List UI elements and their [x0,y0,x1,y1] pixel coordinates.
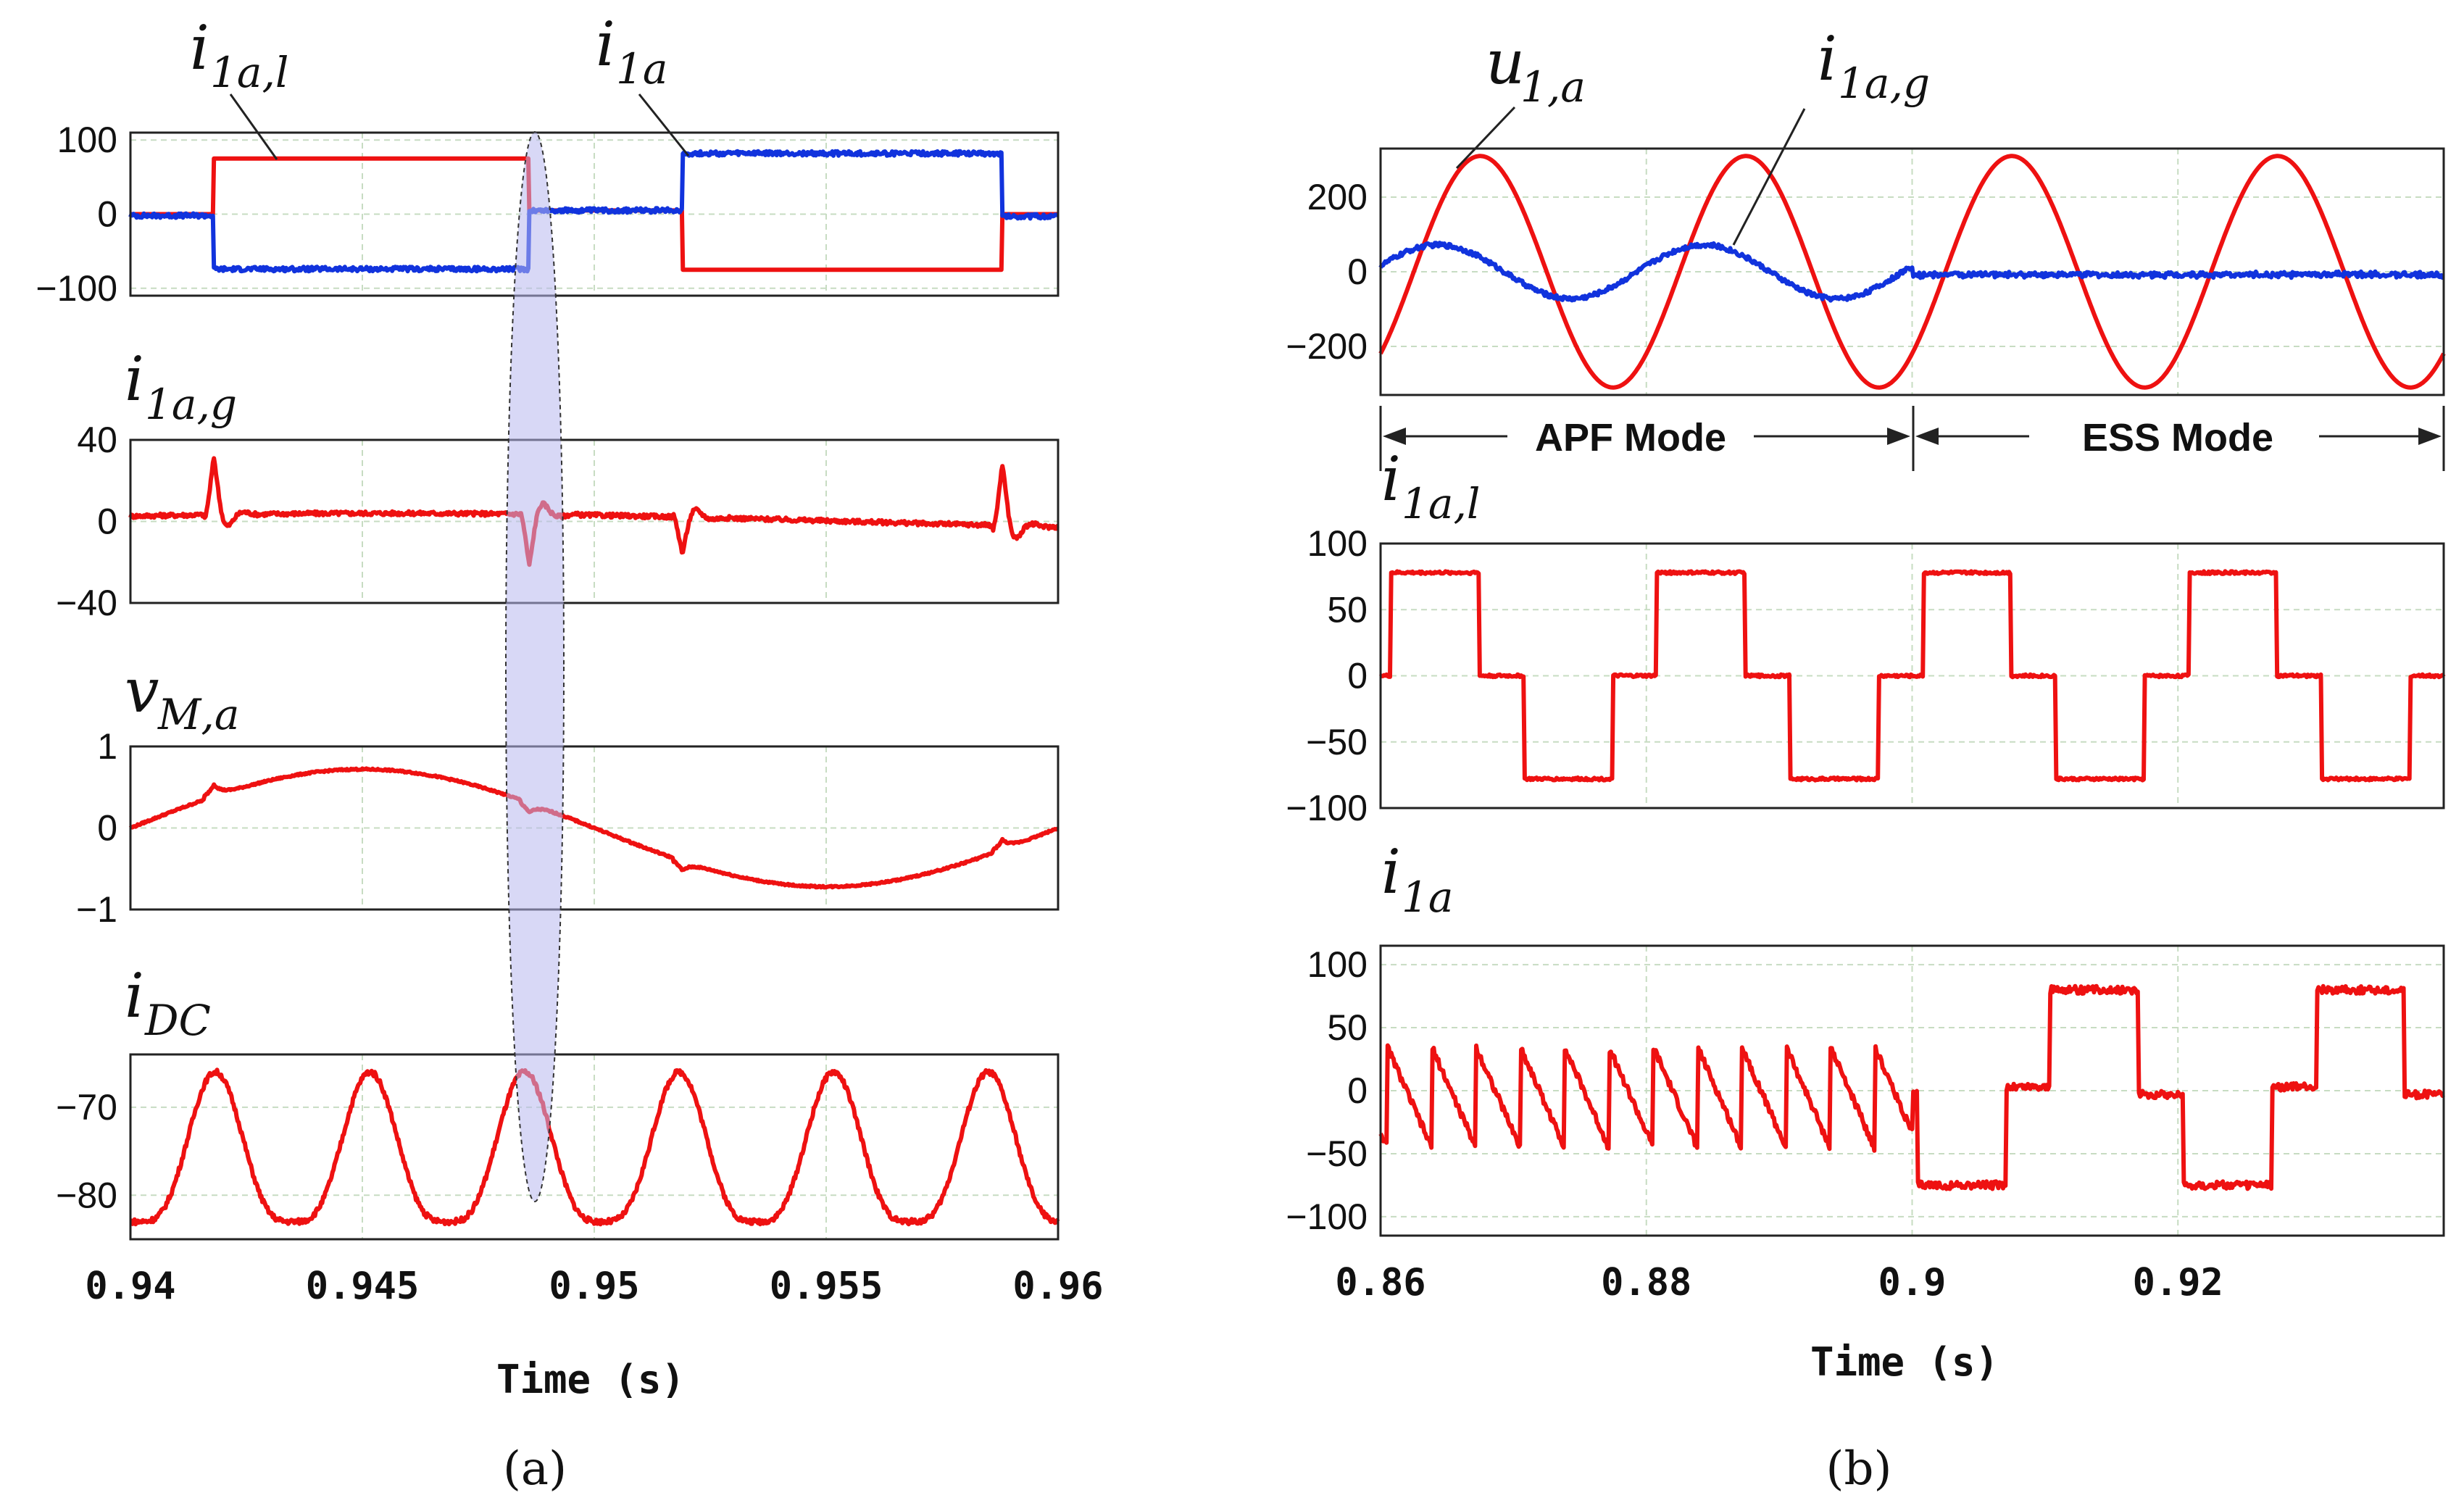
x-tick-label: 0.945 [306,1265,420,1308]
x-tick-label: 0.94 [85,1265,175,1308]
y-tick-label: 100 [1307,523,1368,564]
y-tick-label: −50 [1306,722,1368,762]
x-tick-label: 0.95 [549,1265,639,1308]
plot-vMa: 1 0 −1 [76,726,1058,930]
x-tick-label: 0.96 [1012,1265,1103,1308]
label-i1a-l-main: i [190,12,209,83]
label-a3: v M,a [125,655,239,739]
y-tick-label: −100 [1286,1196,1368,1237]
highlight-ellipse [506,132,564,1202]
label-b2-sub: 1a,l [1402,479,1480,528]
y-tick-label: 50 [1327,589,1368,630]
x-tick-label: 0.9 [1878,1261,1947,1304]
y-tick-label: −50 [1306,1133,1368,1174]
mode-apf-label: APF Mode [1535,416,1726,459]
y-tick-label: 0 [1347,1070,1368,1111]
mode-bar: APF Mode ESS Mode [1381,406,2444,471]
x-tick-label: 0.92 [2133,1261,2223,1304]
label-a3-sub: M,a [157,690,239,739]
series-line-i1a [1381,986,2444,1189]
label-a1-top: i 1a,l [190,12,288,159]
label-i1ag-main: i [1818,23,1837,94]
label-i1a-sub: 1a [616,44,667,93]
y-tick-label: 200 [1307,177,1368,217]
y-tick-label: −100 [36,268,117,309]
y-tick-label: 0 [1347,656,1368,696]
label-i1a-main: i [596,9,615,80]
label-a4-main: i [125,960,144,1031]
y-tick-label: −80 [56,1175,117,1215]
x-tick-label: 0.88 [1601,1261,1691,1304]
plot-u1a-and-i1a-g: 200 0 −200 [1286,149,2444,395]
y-tick-label: 1 [97,726,117,767]
y-tick-label: 0 [97,194,117,235]
panel-label-b: (b) [1826,1442,1892,1496]
y-tick-label: 0 [97,808,117,849]
label-b3-main: i [1381,836,1401,907]
label-u1a-main: u [1486,27,1525,98]
plot-b-i1a: 100 50 0 −50 −100 0.86 0.88 0.9 0.92 [1286,944,2444,1304]
label-u1a-sub: 1,a [1520,62,1586,112]
y-tick-label: 100 [57,120,117,160]
label-b3-sub: 1a [1402,873,1453,922]
panel-label-a: (a) [503,1442,567,1496]
y-tick-label: −100 [1286,788,1368,828]
x-tick-label: 0.86 [1335,1261,1425,1304]
label-i1ag-sub: 1a,g [1838,59,1930,108]
label-i1a-l-sub: 1a,l [210,48,288,97]
label-b3: i 1a [1381,836,1453,922]
label-b1-ig: i 1a,g [1733,23,1930,245]
x-axis-label-b: Time (s) [1810,1339,1999,1385]
x-axis-label-a: Time (s) [496,1357,685,1402]
label-a2: i 1a,g [125,344,237,429]
label-b2: i 1a,l [1381,444,1480,528]
mode-ess-label: ESS Mode [2082,416,2273,459]
y-tick-label: −70 [56,1087,117,1128]
label-a2-main: i [125,344,144,415]
label-a4-sub: DC [144,996,211,1045]
y-tick-label: 40 [77,420,117,460]
label-a3-main: v [125,655,159,726]
x-tick-label: 0.955 [770,1265,883,1308]
label-a2-sub: 1a,g [145,380,237,429]
y-tick-label: 50 [1327,1007,1368,1048]
plot-iDC: −70 −80 0.94 0.945 0.95 0.955 0.96 [56,1054,1103,1308]
plot-b-i1a-l: 100 50 0 −50 −100 [1286,523,2444,828]
label-a1-i1a: i 1a [596,9,688,156]
y-tick-label: 0 [1347,251,1368,292]
series-line-i1a [130,151,1058,272]
y-tick-label: 100 [1307,944,1368,985]
y-tick-label: −200 [1286,326,1368,367]
label-a4: i DC [125,960,211,1045]
y-tick-label: −1 [76,889,117,930]
label-b1-u: u 1,a [1457,27,1586,168]
figure: 1000−100 400−40 10−1 −70−800.94 0.945 0.95… [0,0,2464,1511]
y-tick-label: 0 [97,501,117,542]
label-b2-main: i [1381,444,1401,515]
y-tick-label: −40 [56,583,117,623]
